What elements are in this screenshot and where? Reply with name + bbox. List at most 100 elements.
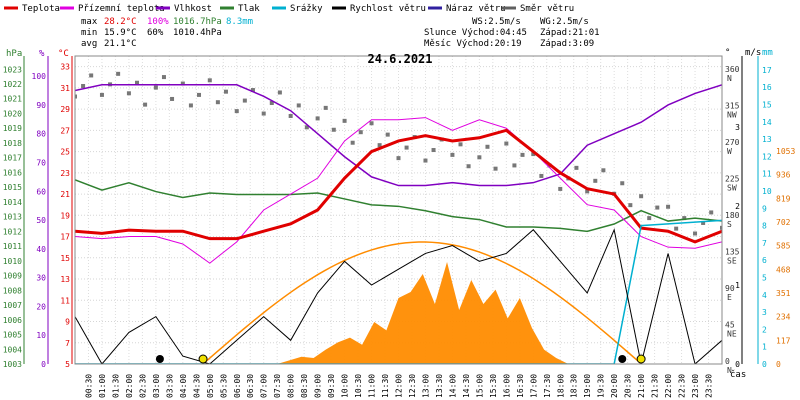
humidity-line	[75, 84, 722, 187]
time-tick-label: 23:00	[691, 374, 700, 398]
wind-dir-mark	[620, 181, 625, 186]
time-tick-label: 22:30	[678, 374, 687, 398]
dir-name-tick: N	[727, 74, 732, 83]
temp-tick-label: 27	[60, 126, 70, 135]
wind-dir-mark	[358, 130, 363, 135]
mm-tick-label: 9	[762, 204, 767, 213]
pct-tick-label: 50	[36, 216, 46, 225]
time-tick-label: 09:00	[314, 374, 323, 398]
temp-tick-label: 19	[60, 211, 70, 220]
wind-dir-mark	[89, 73, 94, 78]
legend-label: Vlhkost	[174, 4, 212, 14]
time-tick-label: 14:00	[448, 374, 457, 398]
wind-dir-mark	[639, 194, 644, 199]
radiation-tick-label: 936	[776, 171, 791, 180]
radiation-tick-label: 234	[776, 313, 791, 322]
hpa-tick-label: 1020	[3, 109, 22, 118]
wind-dir-mark	[709, 210, 714, 215]
time-tick-label: 06:30	[246, 374, 255, 398]
wind-dir-mark	[558, 186, 563, 191]
time-tick-label: 05:30	[219, 374, 228, 398]
dir-deg-tick: 0	[725, 357, 730, 366]
wind-dir-mark	[423, 158, 428, 163]
stats-block: max 28.2°C 100% 1016.7hPa 8.3mm min 15.9…	[81, 17, 253, 49]
moonrise-marker	[618, 355, 627, 363]
hpa-tick-label: 1013	[3, 213, 22, 222]
wind-dir-mark	[531, 152, 536, 157]
temp-tick-label: 21	[60, 190, 70, 199]
wind-dir-mark	[304, 125, 309, 130]
wind-dir-mark	[126, 91, 131, 96]
wind-dir-mark	[450, 152, 455, 157]
dir-deg-tick: 90	[725, 284, 735, 293]
pressure-line	[75, 179, 722, 233]
hpa-tick-label: 1014	[3, 198, 22, 207]
temp-tick-label: 23	[60, 169, 70, 178]
hpa-tick-label: 1009	[3, 272, 22, 281]
mm-tick-label: 2	[762, 325, 767, 334]
wind-dir-mark	[655, 205, 660, 210]
radiation-area	[277, 262, 569, 364]
dir-name-tick: NW	[727, 111, 737, 120]
time-tick-label: 01:00	[98, 374, 107, 398]
hpa-tick-label: 1003	[3, 360, 22, 369]
dir-name-tick: SW	[727, 184, 737, 193]
wind-dir-mark	[180, 81, 185, 86]
dir-deg-tick: 225	[725, 175, 740, 184]
wind-dir-mark	[296, 103, 301, 108]
wind-dir-mark	[404, 145, 409, 150]
radiation-tick-label: 1053	[776, 147, 795, 156]
hpa-tick-label: 1010	[3, 257, 22, 266]
info-moonset: Západ:3:09	[540, 39, 594, 49]
time-tick-label: 07:30	[273, 374, 282, 398]
temp-tick-label: 31	[60, 84, 70, 93]
wind-dir-mark	[593, 178, 598, 183]
wind-dir-mark	[135, 80, 140, 85]
temp-tick-label: 29	[60, 105, 70, 114]
wind-dir-mark	[628, 203, 633, 208]
radiation-tick-label: 819	[776, 194, 791, 203]
hpa-tick-label: 1004	[3, 345, 22, 354]
legend-label: Náraz větru	[446, 4, 506, 14]
time-tick-label: 03:30	[165, 374, 174, 398]
legend-label: Rychlost větru	[350, 4, 426, 14]
mm-tick-label: 7	[762, 239, 767, 248]
pct-tick-label: 80	[36, 130, 46, 139]
time-tick-label: 08:30	[300, 374, 309, 398]
sunset-marker	[636, 354, 646, 364]
ground-temp-line	[75, 117, 722, 264]
time-tick-label: 07:00	[260, 374, 269, 398]
time-tick-label: 15:30	[489, 374, 498, 398]
stat-min-temp: 15.9°C	[104, 28, 137, 38]
time-tick-label: 13:30	[435, 374, 444, 398]
stat-avg-temp: 21.1°C	[104, 39, 137, 49]
wind-dir-mark	[170, 96, 175, 101]
time-tick-label: 11:30	[381, 374, 390, 398]
time-tick-label: 03:00	[152, 374, 161, 398]
dir-deg-tick: 180	[725, 211, 740, 220]
time-tick-label: 15:00	[475, 374, 484, 398]
hpa-tick-label: 1006	[3, 316, 22, 325]
ms-axis-label: m/s	[745, 48, 761, 58]
legend-label: Srážky	[290, 4, 323, 14]
legend: Teplota Přízemní teplota Vlhkost Tlak Srážky…	[4, 4, 574, 14]
hpa-tick-label: 1008	[3, 286, 22, 295]
wind-dir-mark	[385, 132, 390, 137]
time-tick-label: 13:00	[421, 374, 430, 398]
wind-dir-mark	[323, 105, 328, 110]
hpa-tick-label: 1018	[3, 139, 22, 148]
wind-dir-mark	[116, 71, 121, 76]
pct-tick-label: 70	[36, 159, 46, 168]
wind-dir-mark	[269, 101, 274, 106]
axes: 5791113151719212325272931331003100410051…	[3, 55, 795, 398]
mm-tick-label: 15	[762, 100, 772, 109]
hpa-tick-label: 1007	[3, 301, 22, 310]
dir-deg-tick: 270	[725, 138, 740, 147]
wind-dir-mark	[81, 83, 86, 88]
time-tick-label: 10:00	[341, 374, 350, 398]
info-moonrise: Měsíc Východ:20:19	[424, 39, 522, 49]
time-tick-label: 16:30	[516, 374, 525, 398]
stat-avg-label: avg	[81, 39, 97, 49]
temp-tick-label: 25	[60, 148, 70, 157]
wind-dir-mark	[223, 89, 228, 94]
